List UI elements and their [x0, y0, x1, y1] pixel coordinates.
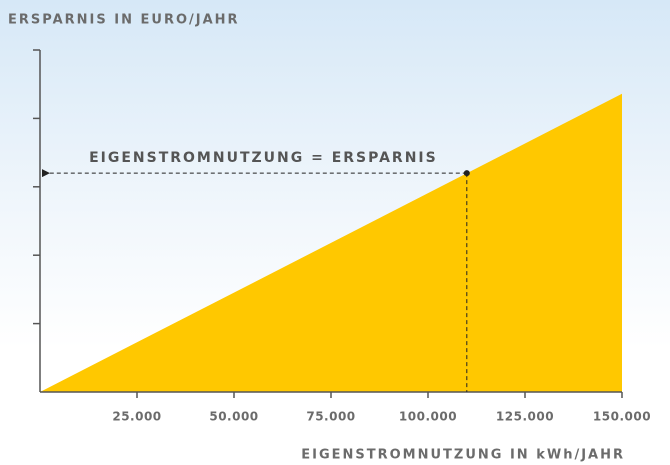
x-tick-label: 75.000	[306, 410, 355, 424]
x-axis-label: EIGENSTROMNUTZUNG IN kWh/JAHR	[301, 448, 625, 463]
x-tick-label: 100.000	[399, 410, 457, 424]
x-tick-label: 25.000	[112, 410, 161, 424]
y-axis-label: ERSPARNIS IN EURO/JAHR	[8, 13, 240, 28]
x-tick-label: 50.000	[209, 410, 258, 424]
annotation-text: EIGENSTROMNUTZUNG = ERSPARNIS	[89, 150, 438, 166]
annotation-point	[463, 170, 470, 177]
x-tick-label: 125.000	[496, 410, 554, 424]
x-tick-label: 150.000	[593, 410, 651, 424]
area	[40, 93, 622, 392]
